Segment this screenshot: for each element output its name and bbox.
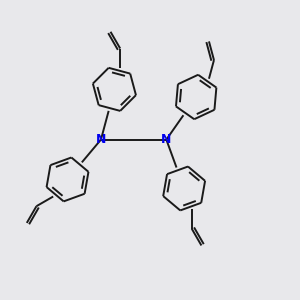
Text: N: N [161, 133, 172, 146]
Text: N: N [96, 133, 106, 146]
